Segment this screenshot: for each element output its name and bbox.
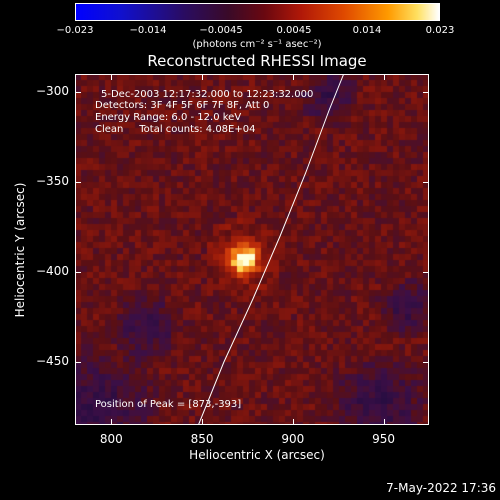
x-tick-mark [383, 419, 385, 425]
x-tick-mark [111, 419, 113, 425]
annotation-time-range: 5-Dec-2003 12:17:32.000 to 12:23:32.000 [101, 89, 314, 100]
y-tick-mark [75, 92, 81, 93]
colorbar-tick-label: −0.0045 [199, 25, 243, 36]
colorbar-tick-label: 0.014 [352, 25, 382, 36]
colorbar-tick-label: 0.023 [425, 25, 455, 36]
y-tick-label: −450 [36, 354, 69, 368]
y-tick-mark [75, 182, 81, 183]
y-tick-label: −400 [36, 264, 69, 278]
x-tick-mark [292, 419, 294, 425]
annotation-detectors: Detectors: 3F 4F 5F 6F 7F 8F, Att 0 [95, 100, 270, 111]
x-tick-mark [292, 74, 294, 80]
solar-limb-curve [197, 74, 345, 425]
x-tick-label: 800 [99, 432, 123, 446]
x-tick-mark [111, 74, 113, 80]
colorbar-tick-label: −0.014 [129, 25, 167, 36]
annotation-peak-position: Position of Peak = [873,-393] [95, 399, 242, 410]
y-axis-label: Heliocentric Y (arcsec) [13, 182, 27, 318]
annotation-energy-range: Energy Range: 6.0 - 12.0 keV [95, 112, 242, 123]
heatmap-image [75, 74, 429, 425]
colorbar-unit-label: (photons cm⁻² s⁻¹ asec⁻²) [192, 39, 322, 50]
x-tick-label: 850 [190, 432, 214, 446]
y-tick-label: −350 [36, 174, 69, 188]
x-tick-mark [202, 419, 204, 425]
x-tick-mark [383, 74, 385, 80]
x-tick-mark [202, 74, 204, 80]
y-tick-mark [423, 362, 429, 363]
x-tick-label: 950 [372, 432, 396, 446]
colorbar-tick-label: −0.023 [56, 25, 94, 36]
y-tick-mark [423, 182, 429, 183]
chart-title: Reconstructed RHESSI Image [147, 52, 367, 70]
y-tick-mark [75, 362, 81, 363]
footer-datetime: 7-May-2022 17:36 [386, 481, 496, 495]
y-tick-mark [75, 272, 81, 273]
annotation-clean-counts: Clean Total counts: 4.08E+04 [95, 124, 256, 135]
x-tick-label: 900 [281, 432, 305, 446]
colorbar-tick-label: 0.0045 [276, 25, 312, 36]
x-axis-label: Heliocentric X (arcsec) [189, 448, 325, 462]
y-tick-mark [423, 92, 429, 93]
solar-limb-overlay [197, 74, 345, 425]
y-tick-mark [423, 272, 429, 273]
y-tick-label: −300 [36, 84, 69, 98]
colorbar [75, 3, 440, 21]
